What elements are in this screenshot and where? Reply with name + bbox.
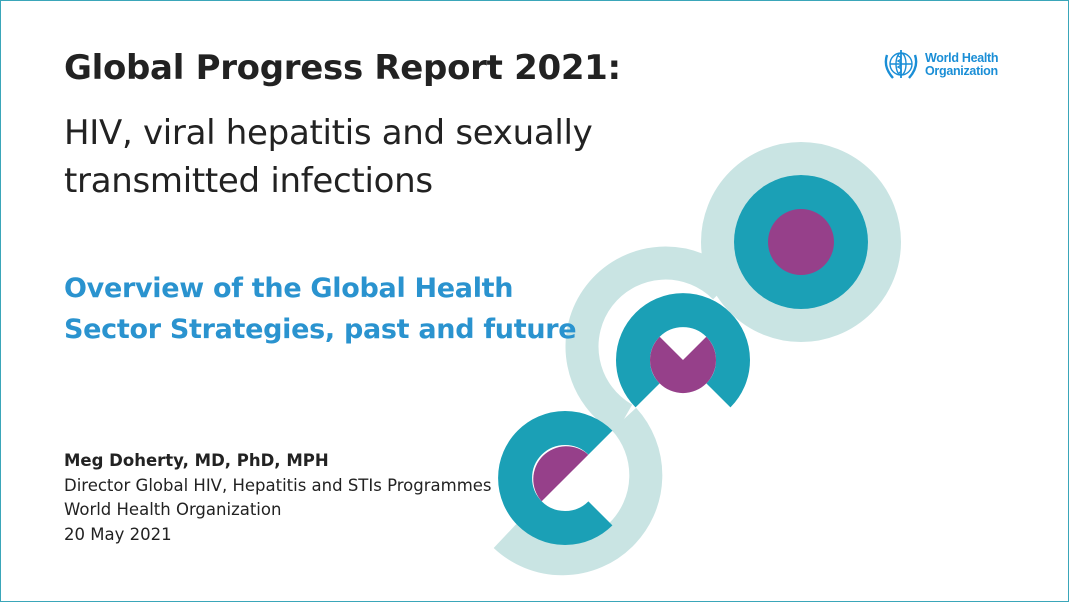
logo-line: Organization — [925, 64, 998, 78]
presenter-name: Meg Doherty, MD, PhD, MPH — [64, 451, 329, 470]
presenter-role: Director Global HIV, Hepatitis and STIs … — [64, 475, 492, 495]
middle-purple-pie — [650, 336, 717, 394]
subtitle-line: HIV, viral hepatitis and sexually — [64, 113, 593, 153]
logo-line: World Health — [925, 51, 999, 65]
middle-light-arc — [565, 246, 737, 434]
bottom-purple-half — [533, 446, 589, 502]
presenter-organization: World Health Organization — [64, 500, 282, 519]
middle-teal-ring — [616, 293, 750, 408]
large-purple-disc — [768, 209, 834, 275]
overview-line: Overview of the Global Health — [64, 273, 514, 304]
presenter-block: Meg Doherty, MD, PhD, MPH Director Globa… — [64, 449, 492, 547]
overview-line: Sector Strategies, past and future — [64, 314, 577, 345]
presentation-date: 20 May 2021 — [64, 524, 172, 544]
who-emblem-icon — [884, 50, 918, 79]
slide-title: Global Progress Report 2021: — [64, 48, 621, 88]
slide-subtitle: HIV, viral hepatitis and sexually transm… — [64, 109, 593, 205]
who-logo-text: World Health Organization — [925, 51, 999, 78]
who-logo: World Health Organization — [881, 47, 999, 83]
subtitle-line: transmitted infections — [64, 161, 433, 201]
overview-heading: Overview of the Global Health Sector Str… — [64, 268, 577, 350]
bottom-teal-ring — [498, 411, 613, 545]
bottom-light-arc — [493, 407, 663, 576]
large-light-ring — [701, 142, 901, 342]
